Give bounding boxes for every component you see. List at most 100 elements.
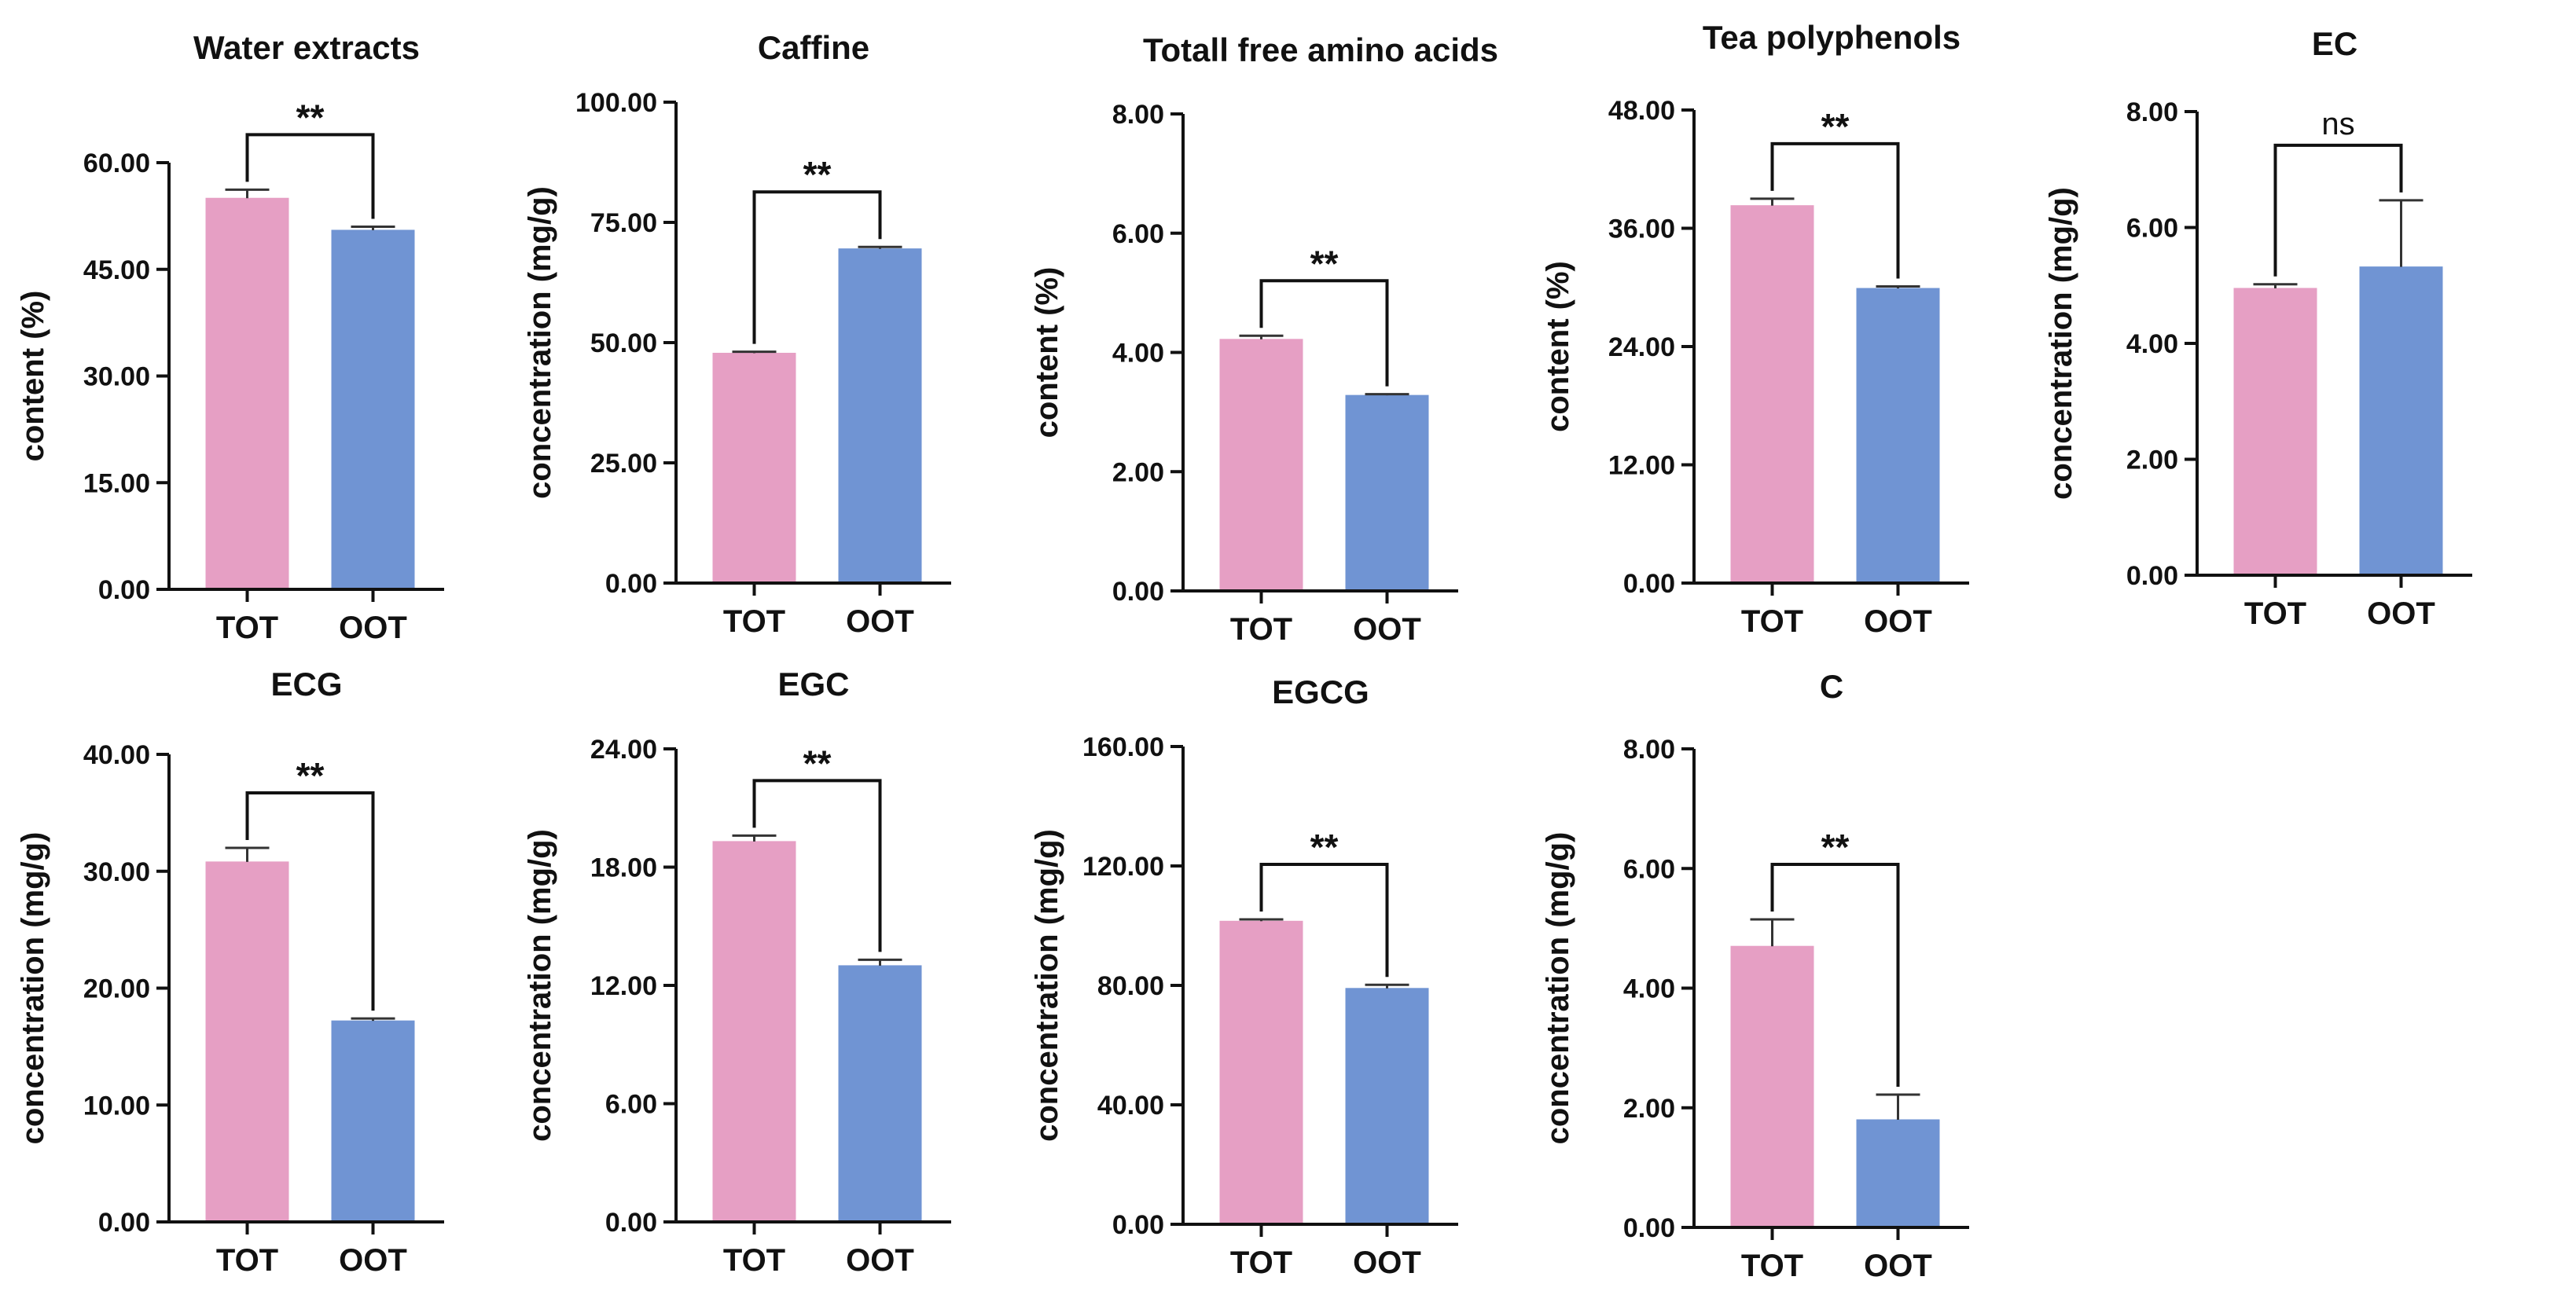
chart-title: C: [1820, 668, 1843, 705]
y-axis-label: content (%): [1030, 267, 1064, 438]
y-tick-label: 36.00: [1608, 215, 1675, 244]
y-axis-label: concentration (mg/g): [2044, 187, 2078, 500]
y-tick-label: 40.00: [1097, 1091, 1164, 1121]
significance-label: **: [296, 755, 325, 796]
significance-bracket: [752, 779, 882, 952]
y-tick-label: 18.00: [590, 853, 657, 883]
y-tick-label: 4.00: [1623, 974, 1675, 1004]
significance-label: **: [1821, 827, 1850, 868]
significance-bracket: [1259, 863, 1389, 978]
bar-tot: [1219, 339, 1303, 592]
x-tick-label: OOT: [2367, 596, 2435, 631]
chart-title: EGCG: [1272, 673, 1369, 710]
chart-title: Tea polyphenols: [1703, 19, 1960, 56]
bar-tot: [1730, 205, 1814, 584]
x-tick-label: TOT: [1230, 612, 1292, 647]
y-tick-label: 0.00: [98, 575, 150, 605]
y-tick-label: 45.00: [83, 255, 150, 285]
chart-panel-5: EC concentration (mg/g) TOT OOT 0.00 2.00 4.00…: [2044, 25, 2472, 631]
y-tick-label: 120.00: [1082, 852, 1164, 882]
x-tick-label: OOT: [1353, 1245, 1421, 1280]
x-tick-label: TOT: [1741, 604, 1803, 639]
bar-oot: [331, 229, 415, 590]
y-tick-label: 15.00: [83, 468, 150, 498]
y-axis-label: concentration (mg/g): [523, 186, 557, 499]
x-tick-label: OOT: [846, 1243, 914, 1278]
significance-label: **: [1310, 243, 1339, 284]
chart-panel-4: Tea polyphenols content (%) TOT OOT 0.00 12.0…: [1541, 19, 1969, 639]
y-tick-label: 0.00: [1623, 1213, 1675, 1243]
y-tick-label: 40.00: [83, 740, 150, 770]
y-axis-label: concentration (mg/g): [1030, 829, 1064, 1142]
chart-panel-2: Caffine concentration (mg/g) TOT OOT 0.00 25.…: [523, 29, 951, 639]
y-tick-label: 8.00: [1623, 735, 1675, 765]
y-tick-label: 75.00: [590, 208, 657, 238]
y-tick-label: 100.00: [575, 88, 657, 118]
significance-bracket: [1770, 862, 1900, 1087]
y-axis-label: concentration (mg/g): [1541, 832, 1575, 1145]
bar-tot: [712, 841, 796, 1223]
y-tick-label: 30.00: [83, 362, 150, 392]
bar-tot: [1730, 945, 1814, 1228]
y-tick-label: 4.00: [1112, 339, 1164, 369]
x-tick-label: TOT: [723, 1243, 785, 1278]
y-tick-label: 4.00: [2126, 329, 2178, 359]
chart-title: EGC: [777, 666, 849, 703]
x-tick-label: OOT: [846, 604, 914, 639]
bar-oot: [1345, 988, 1429, 1225]
y-tick-label: 6.00: [1112, 219, 1164, 249]
chart-panel-3: Totall free amino acids content (%) TOT OOT…: [1030, 31, 1498, 647]
y-tick-label: 0.00: [1112, 577, 1164, 607]
significance-label: **: [296, 97, 325, 138]
significance-label: **: [803, 743, 832, 783]
x-tick-label: OOT: [1864, 1249, 1932, 1283]
y-tick-label: 6.00: [2126, 214, 2178, 244]
chart-panel-8: EGCG concentration (mg/g) TOT OOT 0.00 40.00 8…: [1030, 673, 1458, 1280]
y-tick-label: 25.00: [590, 449, 657, 479]
y-tick-label: 0.00: [1112, 1210, 1164, 1240]
x-tick-label: OOT: [1353, 612, 1421, 647]
chart-title: EC: [2312, 25, 2357, 62]
y-tick-label: 2.00: [1112, 457, 1164, 487]
y-axis-label: concentration (mg/g): [523, 829, 557, 1142]
chart-panel-7: EGC concentration (mg/g) TOT OOT 0.00 6.00 12.…: [523, 666, 951, 1278]
significance-bracket: [2273, 143, 2403, 277]
y-tick-label: 0.00: [605, 569, 657, 599]
chart-panel-1: Water extracts content (%) TOT OOT 0.00 15.00…: [16, 29, 444, 645]
significance-bracket: [752, 190, 882, 344]
y-tick-label: 80.00: [1097, 971, 1164, 1001]
y-tick-label: 0.00: [98, 1208, 150, 1238]
y-tick-label: 6.00: [605, 1090, 657, 1120]
significance-label: **: [1821, 106, 1850, 147]
y-tick-label: 2.00: [1623, 1094, 1675, 1124]
x-tick-label: TOT: [723, 604, 785, 639]
x-tick-label: TOT: [216, 611, 278, 645]
y-tick-label: 12.00: [1608, 451, 1675, 481]
bar-tot: [712, 352, 796, 584]
y-tick-label: 0.00: [2126, 561, 2178, 591]
x-tick-label: OOT: [339, 611, 407, 645]
significance-label: ns: [2321, 107, 2354, 141]
y-tick-label: 24.00: [1608, 332, 1675, 362]
bar-oot: [2359, 266, 2443, 576]
y-tick-label: 48.00: [1608, 96, 1675, 126]
y-tick-label: 20.00: [83, 974, 150, 1004]
significance-bracket: [1259, 279, 1389, 387]
x-tick-label: OOT: [339, 1243, 407, 1278]
bar-tot: [205, 197, 289, 590]
y-tick-label: 0.00: [1623, 569, 1675, 599]
bar-tot: [205, 861, 289, 1223]
bar-oot: [1856, 1119, 1940, 1228]
bar-oot: [1345, 394, 1429, 592]
x-tick-label: TOT: [1741, 1249, 1803, 1283]
y-tick-label: 50.00: [590, 328, 657, 358]
significance-bracket: [245, 791, 375, 1011]
bar-oot: [331, 1020, 415, 1223]
y-tick-label: 12.00: [590, 971, 657, 1001]
chart-title: Caffine: [758, 29, 869, 66]
x-tick-label: TOT: [1230, 1245, 1292, 1280]
significance-label: **: [803, 154, 832, 195]
